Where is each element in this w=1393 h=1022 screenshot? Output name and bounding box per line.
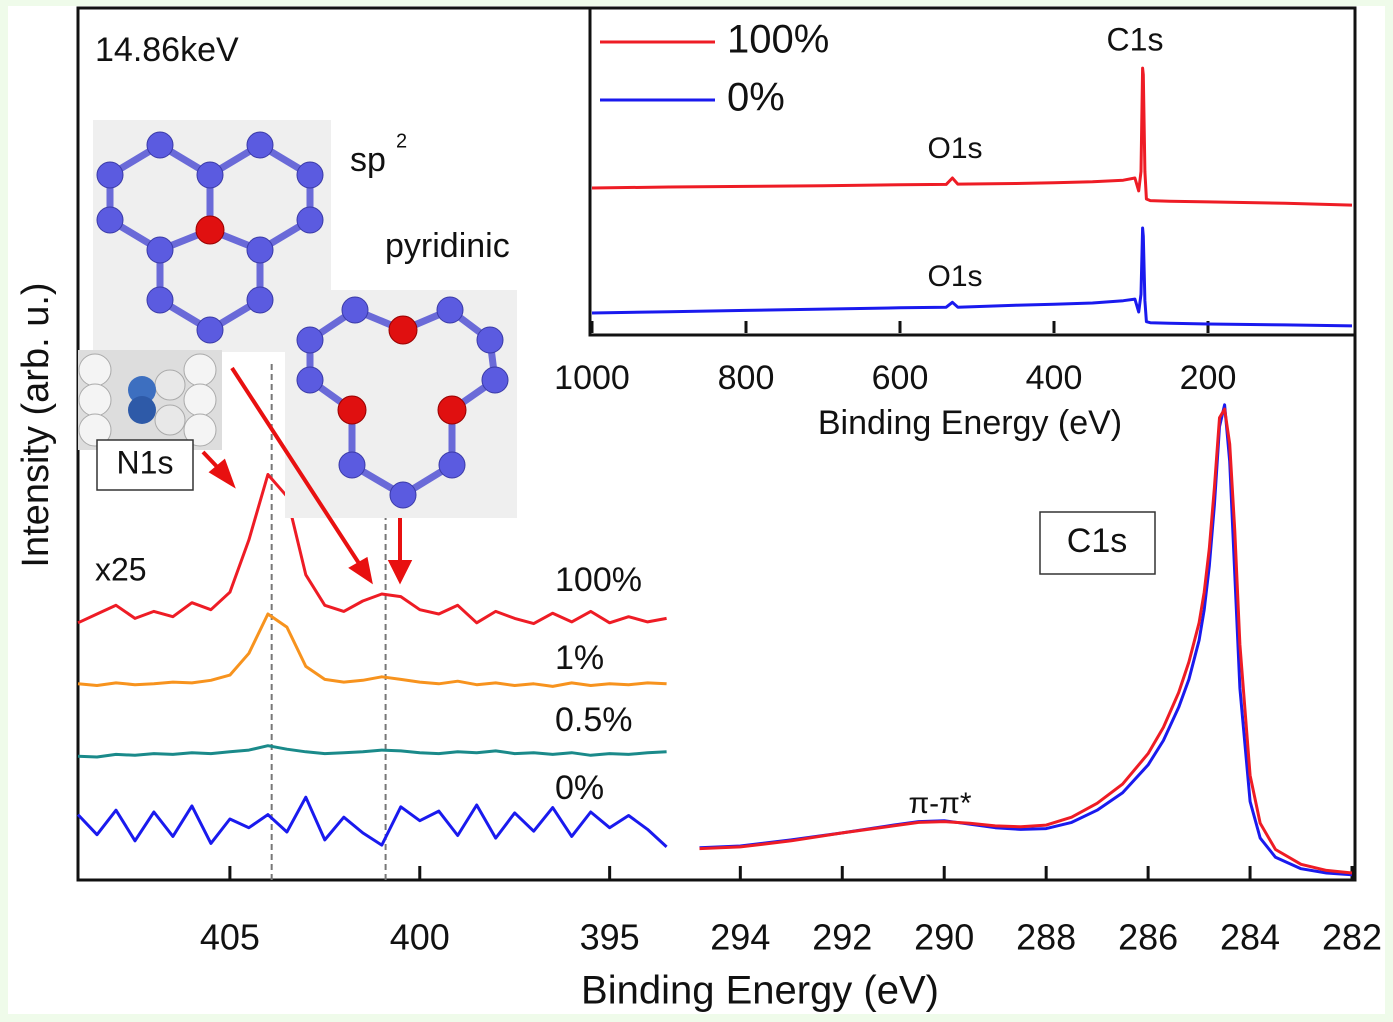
sp-superscript: 2 (396, 130, 407, 152)
figure: 405 400 395 Binding Energy (eV) 294 292 290 288… (0, 0, 1393, 1022)
series-label: 0% (555, 769, 604, 807)
inset-annotation: O1s (927, 260, 982, 293)
x-tick-label: 1000 (554, 359, 630, 397)
series-label: 1% (555, 639, 604, 677)
inset-annotation: C1s (1107, 21, 1164, 57)
inset-annotation: O1s (927, 132, 982, 165)
scale-label: x25 (95, 551, 147, 587)
series-label: 0.5% (555, 701, 633, 739)
x-tick-label: 600 (872, 359, 929, 397)
x-tick-label: 284 (1220, 917, 1280, 958)
legend-label: 100% (727, 18, 829, 62)
pyridinic-label: pyridinic (385, 227, 510, 265)
x-tick-label: 405 (200, 917, 260, 958)
x-tick-label: 294 (710, 917, 770, 958)
c1s-box-label: C1s (1067, 522, 1127, 560)
x-tick-label: 400 (390, 917, 450, 958)
x-tick-label: 395 (580, 917, 640, 958)
x-tick-label: 200 (1180, 359, 1237, 397)
series-label: 100% (555, 561, 642, 599)
x-tick-label: 282 (1322, 917, 1382, 958)
x-tick-label: 400 (1026, 359, 1083, 397)
legend-label: 0% (727, 76, 785, 120)
nanotube-image (78, 350, 222, 450)
pi-label: π-π* (908, 787, 971, 820)
energy-label: 14.86keV (95, 31, 239, 69)
n1s-label: N1s (117, 444, 174, 480)
x-tick-label: 800 (718, 359, 775, 397)
x-tick-label: 292 (812, 917, 872, 958)
y-axis-label: Intensity (arb. u.) (15, 282, 57, 567)
x-tick-label: 288 (1016, 917, 1076, 958)
x-axis-label: Binding Energy (eV) (818, 404, 1122, 442)
x-axis-label: Binding Energy (eV) (581, 969, 939, 1013)
sp-label: sp (350, 141, 386, 179)
x-tick-label: 290 (914, 917, 974, 958)
pyridinic-molecule (285, 290, 517, 518)
x-tick-label: 286 (1118, 917, 1178, 958)
